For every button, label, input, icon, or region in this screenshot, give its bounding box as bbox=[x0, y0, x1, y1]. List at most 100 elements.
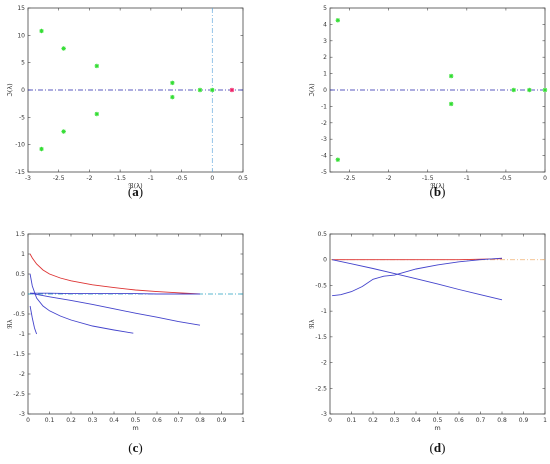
x-tick-label: 0.9 bbox=[217, 417, 227, 424]
data-point bbox=[229, 87, 235, 93]
series-line-2 bbox=[30, 292, 200, 295]
x-axis-label: m bbox=[434, 424, 440, 432]
x-tick-label: -0.5 bbox=[500, 175, 512, 182]
data-point bbox=[448, 73, 454, 79]
x-tick-label: 0.7 bbox=[174, 417, 184, 424]
y-tick-label: 4 bbox=[323, 21, 327, 28]
panel-caption: (a) bbox=[128, 184, 143, 199]
panel-caption-letter: a bbox=[132, 184, 139, 199]
x-tick-label: 0 bbox=[26, 417, 30, 424]
y-tick-label: -4 bbox=[321, 153, 327, 160]
panel-a: -3 -2.5 -2 -1.5 -1 -0.5 0 0.5 -15 -10 -5 0 5 10 15 ℜ(λ)… bbox=[6, 5, 248, 199]
series-line-1 bbox=[332, 258, 503, 261]
y-tick-label: -2.5 bbox=[13, 391, 25, 398]
series-line-2 bbox=[332, 257, 503, 297]
y-tick-label: 0 bbox=[323, 257, 327, 264]
data-point bbox=[39, 28, 44, 34]
y-tick-label: -3 bbox=[321, 136, 327, 143]
data-point bbox=[170, 80, 175, 86]
y-tick-label: -1 bbox=[19, 331, 25, 338]
y-axis-label: ℑ(λ) bbox=[6, 83, 14, 96]
x-tick-label: 0.9 bbox=[519, 417, 529, 424]
x-axis-label: ℜ(λ) bbox=[128, 182, 142, 190]
x-tick-label: 0.8 bbox=[195, 417, 205, 424]
x-tick-label: 0.6 bbox=[454, 417, 464, 424]
y-tick-label: -0.5 bbox=[13, 311, 25, 318]
y-tick-label: -0.5 bbox=[315, 282, 327, 289]
data-point bbox=[94, 111, 99, 117]
y-tick-label: 1 bbox=[21, 251, 25, 258]
y-tick-label: 15 bbox=[17, 5, 25, 12]
x-tick-label: 0.4 bbox=[411, 417, 421, 424]
x-tick-label: 0.2 bbox=[368, 417, 378, 424]
x-tick-label: 0.6 bbox=[152, 417, 162, 424]
data-point bbox=[61, 46, 66, 51]
data-point bbox=[197, 87, 203, 93]
x-tick-label: 1 bbox=[241, 417, 245, 424]
y-tick-label: 3 bbox=[323, 38, 327, 45]
x-tick-label: -2.5 bbox=[344, 175, 356, 182]
y-tick-label: 0 bbox=[21, 291, 25, 298]
panel-d: 0 0.1 0.2 0.3 0.4 0.5 0.6 0.7 0.8 0.9 1 -3 -2.5 -2 -1.… bbox=[308, 231, 547, 455]
plot-area bbox=[27, 233, 244, 415]
x-tick-label: 0.3 bbox=[390, 417, 400, 424]
series-line-5 bbox=[29, 305, 38, 335]
x-tick-label: 0.7 bbox=[476, 417, 486, 424]
x-tick-label: 0.1 bbox=[347, 417, 357, 424]
panel-caption: (b) bbox=[430, 184, 446, 199]
panel-caption-letter: d bbox=[434, 440, 442, 455]
y-axis-label: ℑ(λ) bbox=[308, 83, 316, 96]
y-tick-label: -1 bbox=[321, 308, 327, 315]
y-tick-label: 1 bbox=[323, 71, 327, 78]
plot-area bbox=[329, 233, 546, 415]
panel-caption: (d) bbox=[430, 440, 446, 455]
y-tick-label: -2.5 bbox=[315, 385, 327, 392]
y-tick-label: 0 bbox=[323, 87, 327, 94]
x-tick-label: 0.4 bbox=[109, 417, 119, 424]
data-point bbox=[542, 87, 548, 93]
x-tick-label: 0 bbox=[328, 417, 332, 424]
x-tick-label: -1 bbox=[148, 175, 154, 182]
y-tick-label: 2 bbox=[323, 54, 327, 61]
y-tick-label: 5 bbox=[323, 5, 327, 12]
data-point bbox=[210, 87, 215, 93]
x-tick-label: 0.3 bbox=[88, 417, 98, 424]
x-tick-label: 0.5 bbox=[433, 417, 443, 424]
y-tick-label: -1 bbox=[321, 103, 327, 110]
x-tick-label: 0.2 bbox=[66, 417, 76, 424]
y-tick-label: 0 bbox=[21, 87, 25, 94]
data-point bbox=[335, 157, 341, 162]
panel-b: -2.5 -2 -1.5 -1 -0.5 0 -5 -4 -3 -2 -1 0 1 2 3 4 5 ℜ(λ) ℑ(λ… bbox=[308, 5, 548, 199]
x-axis-label: ℜ(λ) bbox=[430, 182, 444, 190]
panel-c: 0 0.1 0.2 0.3 0.4 0.5 0.6 0.7 0.8 0.9 1 -3 -2.5 -2 -1.… bbox=[6, 231, 245, 455]
x-tick-label: -2.5 bbox=[53, 175, 65, 182]
data-point bbox=[527, 87, 532, 93]
y-tick-label: -15 bbox=[15, 169, 25, 176]
y-tick-label: -3 bbox=[321, 411, 327, 418]
y-tick-label: -2 bbox=[19, 371, 25, 378]
y-axis-label: ℜλ bbox=[308, 319, 316, 328]
y-tick-label: 0.5 bbox=[15, 271, 25, 278]
x-tick-label: 0.8 bbox=[497, 417, 507, 424]
x-tick-label: -2 bbox=[386, 175, 392, 182]
panel-caption: (c) bbox=[128, 440, 142, 455]
data-point bbox=[94, 63, 99, 69]
x-tick-label: 0.1 bbox=[45, 417, 55, 424]
series-line-4 bbox=[29, 273, 134, 334]
x-tick-label: 0.5 bbox=[238, 175, 248, 182]
y-tick-label: -5 bbox=[321, 169, 327, 176]
y-tick-label: 0.5 bbox=[317, 231, 327, 238]
panel-caption-letter: b bbox=[434, 184, 441, 199]
data-point bbox=[61, 129, 66, 134]
y-tick-label: 10 bbox=[17, 32, 25, 39]
series-line-1 bbox=[29, 253, 201, 295]
x-tick-label: 1 bbox=[543, 417, 547, 424]
data-point bbox=[170, 94, 175, 100]
x-tick-label: -1.5 bbox=[114, 175, 126, 182]
y-axis-label: ℜλ bbox=[6, 319, 14, 328]
y-tick-label: -3 bbox=[19, 411, 25, 418]
series-line-3 bbox=[332, 259, 503, 301]
series-line-3 bbox=[30, 292, 201, 326]
x-tick-label: 0.5 bbox=[131, 417, 141, 424]
